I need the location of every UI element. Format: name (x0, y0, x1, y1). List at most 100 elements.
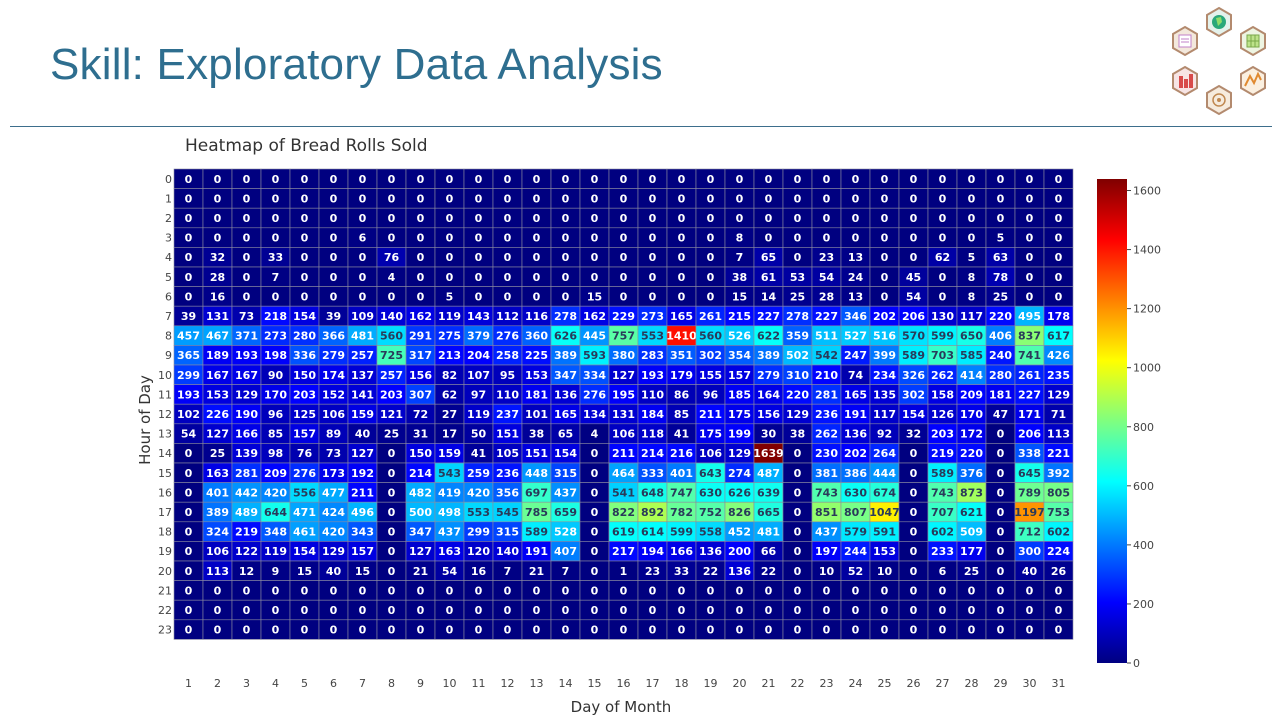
cell-value-label: 136 (699, 545, 722, 558)
cell-value-label: 0 (359, 251, 367, 264)
cell-value-label: 558 (699, 526, 722, 539)
cell-value-label: 112 (496, 310, 519, 323)
cell-value-label: 130 (931, 310, 954, 323)
cell-value-label: 215 (728, 310, 751, 323)
y-tick-label: 12 (158, 408, 172, 421)
cell-value-label: 1197 (1014, 506, 1045, 519)
cell-value-label: 0 (620, 584, 628, 597)
cell-value-label: 39 (181, 310, 196, 323)
cell-value-label: 541 (612, 486, 635, 499)
cell-value-label: 280 (293, 330, 316, 343)
cell-value-label: 0 (707, 624, 715, 637)
cell-value-label: 53 (790, 271, 805, 284)
y-tick-label: 15 (158, 467, 172, 480)
cell-value-label: 0 (649, 271, 657, 284)
cell-value-label: 0 (794, 545, 802, 558)
cell-value-label: 589 (902, 349, 925, 362)
cell-value-label: 159 (351, 408, 374, 421)
cell-value-label: 0 (678, 251, 686, 264)
cell-value-label: 0 (388, 447, 396, 460)
cell-value-label: 0 (330, 232, 338, 245)
cell-value-label: 619 (612, 526, 635, 539)
cell-value-label: 725 (380, 349, 403, 362)
cell-value-label: 0 (272, 584, 280, 597)
cell-value-label: 96 (703, 388, 719, 401)
cell-value-label: 0 (823, 584, 831, 597)
cell-value-label: 0 (330, 624, 338, 637)
cell-value-label: 0 (446, 173, 454, 186)
cell-value-label: 4 (591, 428, 599, 441)
cell-value-label: 30 (761, 428, 777, 441)
cell-value-label: 0 (852, 624, 860, 637)
cell-value-label: 175 (699, 428, 722, 441)
cell-value-label: 0 (591, 486, 599, 499)
cell-value-label: 0 (330, 192, 338, 205)
cell-value-label: 25 (964, 565, 979, 578)
cell-value-label: 0 (504, 604, 512, 617)
cell-value-label: 0 (388, 584, 396, 597)
cell-value-label: 752 (699, 506, 722, 519)
cell-value-label: 153 (206, 388, 229, 401)
cell-value-label: 129 (728, 447, 751, 460)
cell-value-label: 639 (757, 486, 780, 499)
cell-value-label: 32 (210, 251, 225, 264)
cell-value-label: 442 (235, 486, 258, 499)
cell-value-label: 0 (939, 173, 947, 186)
cell-value-label: 622 (757, 330, 780, 343)
cell-value-label: 189 (206, 349, 229, 362)
cell-value-label: 0 (359, 212, 367, 225)
cell-value-label: 0 (417, 251, 425, 264)
cell-value-label: 0 (997, 173, 1005, 186)
cell-value-label: 129 (235, 388, 258, 401)
cell-value-label: 131 (206, 310, 229, 323)
cell-value-label: 0 (881, 212, 889, 225)
cell-value-label: 236 (815, 408, 838, 421)
cell-value-label: 0 (417, 173, 425, 186)
cell-value-label: 151 (496, 428, 519, 441)
cell-value-label: 54 (906, 290, 922, 303)
cell-value-label: 401 (206, 486, 229, 499)
cell-value-label: 346 (844, 310, 867, 323)
cell-value-label: 461 (293, 526, 316, 539)
cell-value-label: 73 (326, 447, 341, 460)
cell-value-label: 0 (446, 584, 454, 597)
cell-value-label: 805 (1047, 486, 1070, 499)
x-tick-label: 30 (1023, 677, 1037, 690)
cell-value-label: 0 (591, 212, 599, 225)
cell-value-label: 0 (359, 604, 367, 617)
cell-value-label: 0 (881, 173, 889, 186)
cell-value-label: 227 (757, 310, 780, 323)
x-tick-label: 27 (936, 677, 950, 690)
cell-value-label: 157 (293, 428, 316, 441)
cell-value-label: 129 (322, 545, 345, 558)
cell-value-label: 338 (1018, 447, 1041, 460)
cell-value-label: 0 (417, 271, 425, 284)
cell-value-label: 102 (177, 408, 200, 421)
cell-value-label: 211 (612, 447, 635, 460)
cell-value-label: 0 (214, 232, 222, 245)
cell-value-label: 0 (794, 506, 802, 519)
cell-value-label: 0 (1055, 251, 1063, 264)
y-tick-label: 11 (158, 388, 172, 401)
cell-value-label: 0 (417, 604, 425, 617)
cell-value-label: 0 (591, 447, 599, 460)
cell-value-label: 0 (620, 173, 628, 186)
cell-value-label: 167 (206, 369, 229, 382)
cell-value-label: 218 (264, 310, 287, 323)
cell-value-label: 76 (384, 251, 400, 264)
cell-value-label: 38 (529, 428, 544, 441)
cell-value-label: 47 (993, 408, 1008, 421)
cell-value-label: 184 (641, 408, 664, 421)
cell-value-label: 0 (1055, 173, 1063, 186)
cell-value-label: 0 (243, 232, 251, 245)
cell-value-label: 0 (591, 192, 599, 205)
cell-value-label: 31 (413, 428, 428, 441)
cell-value-label: 0 (968, 624, 976, 637)
cell-value-label: 275 (438, 330, 461, 343)
cell-value-label: 0 (591, 584, 599, 597)
cell-value-label: 0 (939, 212, 947, 225)
cell-value-label: 0 (243, 290, 251, 303)
cell-value-label: 280 (989, 369, 1012, 382)
cell-value-label: 143 (467, 310, 490, 323)
cell-value-label: 0 (881, 604, 889, 617)
